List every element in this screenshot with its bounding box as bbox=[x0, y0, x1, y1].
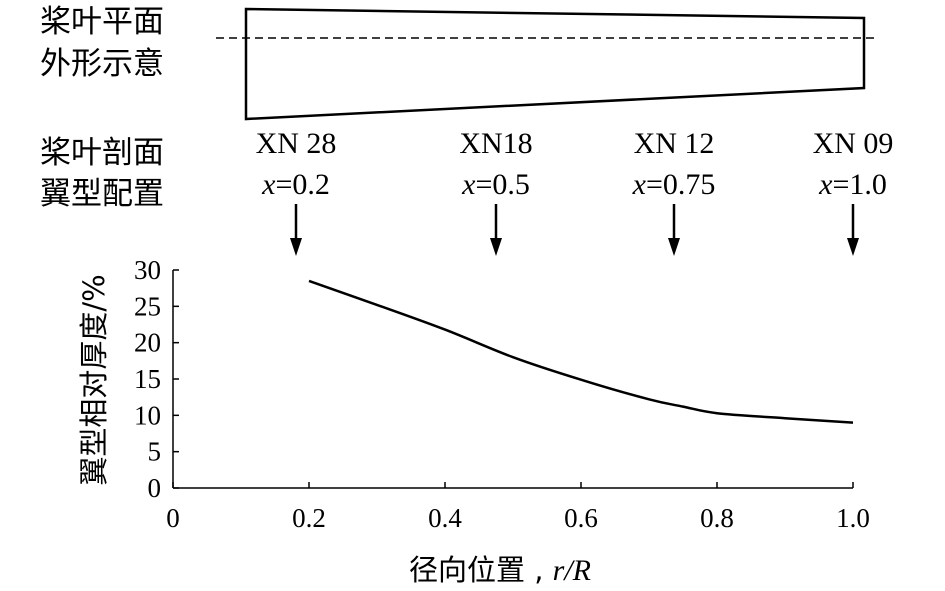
y-tick-label: 5 bbox=[148, 437, 162, 467]
thickness-chart: 0 0.2 0.4 0.6 0.8 1.0 0 5 10 15 20 25 30 翼型相对厚度/% 径… bbox=[77, 255, 870, 587]
thickness-curve-line bbox=[308, 279, 854, 424]
y-tick-label: 20 bbox=[134, 328, 161, 358]
x-tick-label: 0.6 bbox=[564, 503, 598, 533]
section-airfoil-label-2: XN 12 bbox=[634, 127, 715, 160]
y-tick-label: 30 bbox=[134, 255, 161, 285]
section-position-label-0: x=0.2 bbox=[261, 168, 330, 201]
x-axis-label: 径向位置 , r/R bbox=[409, 553, 591, 587]
section-position-label-2: x=0.75 bbox=[632, 168, 716, 201]
x-tick-label: 0 bbox=[166, 503, 180, 533]
section-position-label-3: x=1.0 bbox=[818, 168, 887, 201]
section-label-line2: 翼型配置 bbox=[40, 176, 164, 212]
section-labels: XN 28 XN18 XN 12 XN 09 x=0.2 x=0.5 x=0.7… bbox=[256, 127, 894, 201]
chart-axes bbox=[172, 269, 854, 489]
section-airfoil-label-0: XN 28 bbox=[256, 127, 337, 160]
planform-label-line1: 桨叶平面 bbox=[40, 4, 164, 40]
y-tick-label: 0 bbox=[148, 473, 162, 503]
y-tick-label: 15 bbox=[134, 364, 161, 394]
arrow-down-icon bbox=[668, 204, 680, 256]
section-airfoil-label-1: XN18 bbox=[459, 127, 532, 160]
planform-label-line2: 外形示意 bbox=[40, 46, 164, 82]
x-tick-label: 0.4 bbox=[428, 503, 462, 533]
x-tick-label: 0.8 bbox=[700, 503, 734, 533]
arrow-down-icon bbox=[490, 204, 502, 256]
x-tick-labels: 0 0.2 0.4 0.6 0.8 1.0 bbox=[166, 503, 870, 533]
section-airfoil-label-3: XN 09 bbox=[813, 127, 894, 160]
arrow-down-icon bbox=[847, 204, 859, 256]
x-tick-label: 1.0 bbox=[836, 503, 870, 533]
section-label-line1: 桨叶剖面 bbox=[40, 135, 164, 171]
y-tick-label: 25 bbox=[134, 291, 161, 321]
section-position-label-1: x=0.5 bbox=[461, 168, 530, 201]
x-tick-label: 0.2 bbox=[292, 503, 326, 533]
y-tick-label: 10 bbox=[134, 400, 161, 430]
arrow-down-icon bbox=[290, 204, 302, 256]
y-tick-labels: 0 5 10 15 20 25 30 bbox=[134, 255, 161, 503]
blade-planform-outline bbox=[244, 7, 866, 121]
section-arrows bbox=[290, 204, 859, 256]
y-axis-label: 翼型相对厚度/% bbox=[77, 274, 111, 485]
chart-series bbox=[308, 279, 854, 424]
